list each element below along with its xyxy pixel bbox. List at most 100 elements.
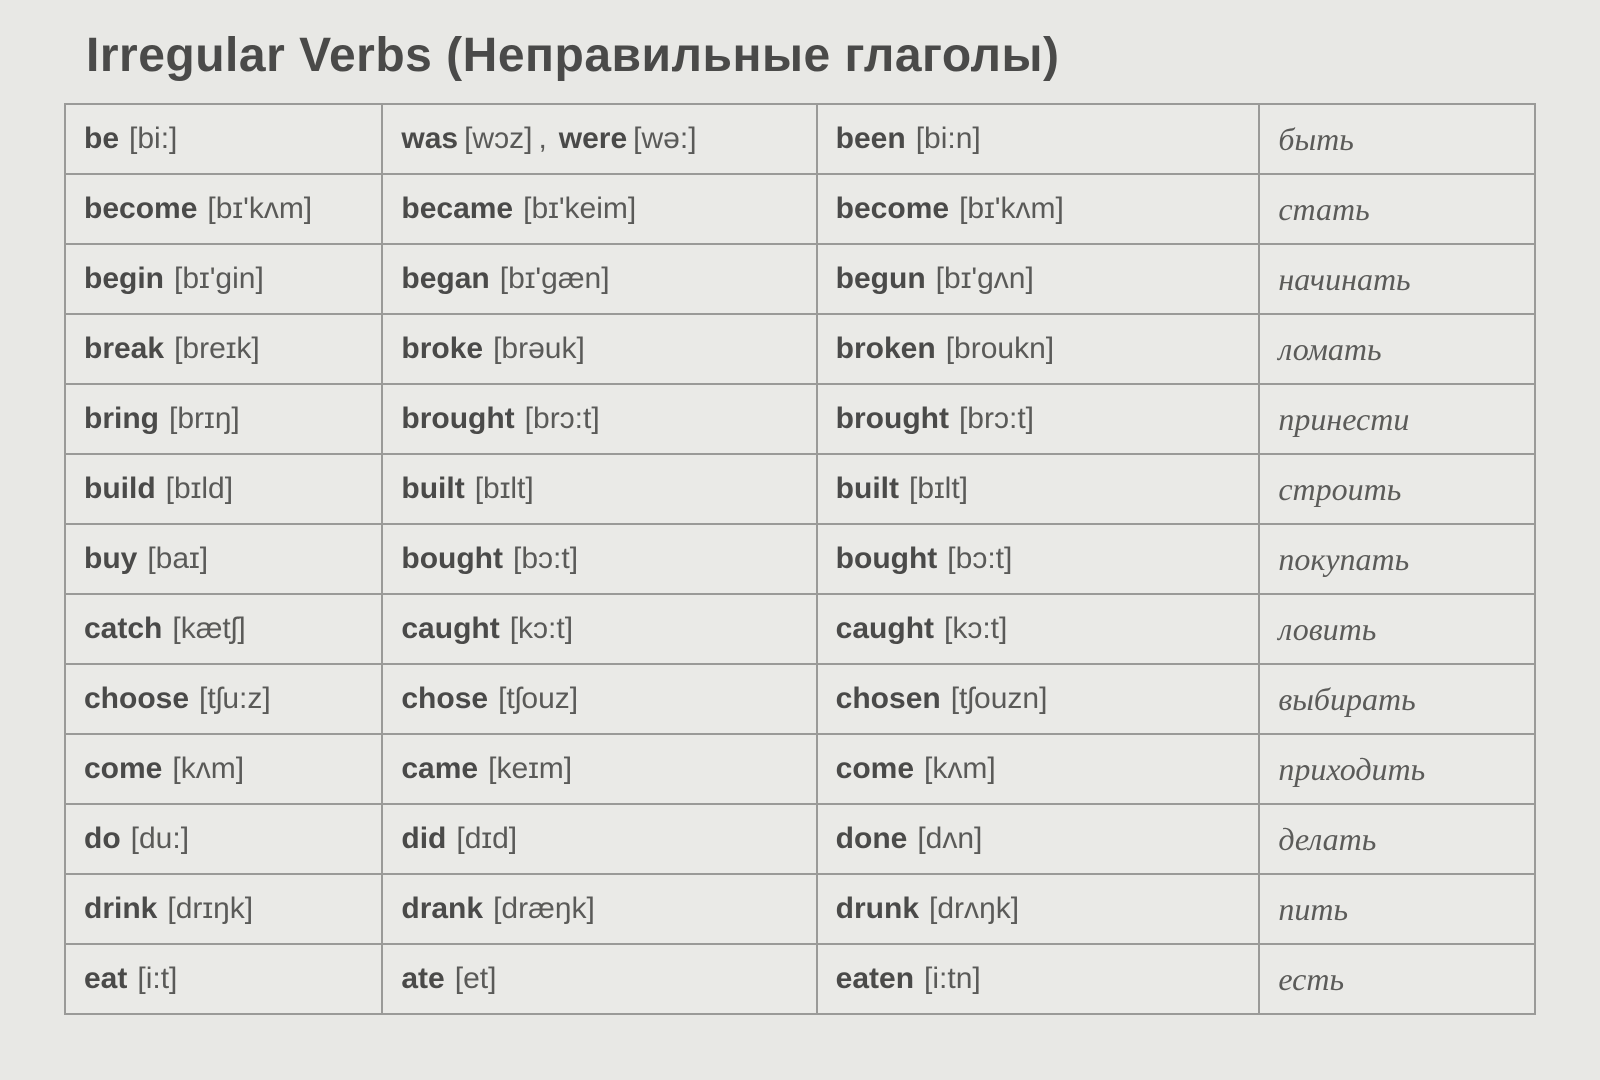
pp-word: eaten bbox=[836, 962, 914, 996]
table-row: come[kʌm] came[keɪm] come[kʌm] приходить bbox=[65, 734, 1535, 804]
cell-translation: покупать bbox=[1259, 524, 1535, 594]
table-row: buy[baɪ] bought[bɔ:t] bought[bɔ:t] покуп… bbox=[65, 524, 1535, 594]
cell-base: become[bɪ'kʌm] bbox=[65, 174, 382, 244]
cell-translation: выбирать bbox=[1259, 664, 1535, 734]
base-word: break bbox=[84, 332, 164, 366]
past-word: caught bbox=[401, 612, 499, 646]
translation: быть bbox=[1278, 121, 1353, 157]
pp-word: built bbox=[836, 472, 899, 506]
base-word: begin bbox=[84, 262, 164, 296]
base-ipa: [baɪ] bbox=[147, 542, 208, 576]
cell-base: drink[drɪŋk] bbox=[65, 874, 382, 944]
page-title: Irregular Verbs (Неправильные глаголы) bbox=[86, 28, 1536, 83]
past-ipa: [wɔz] bbox=[464, 122, 532, 156]
translation: приходить bbox=[1278, 751, 1425, 787]
cell-base: eat [i:t] bbox=[65, 944, 382, 1014]
pp-ipa: [bɪlt] bbox=[909, 472, 968, 506]
table-row: choose [tʃu:z] chose[tʃouz] chosen[tʃouzn… bbox=[65, 664, 1535, 734]
base-ipa: [kʌm] bbox=[172, 752, 244, 786]
past-ipa: [dræŋk] bbox=[493, 892, 595, 926]
cell-past: came [keɪm] bbox=[382, 734, 816, 804]
translation: покупать bbox=[1278, 541, 1409, 577]
table-row: begin[bɪ'gin] began[bɪ'gæn] begun[bɪ'gʌn… bbox=[65, 244, 1535, 314]
translation: строить bbox=[1278, 471, 1401, 507]
cell-base: do[du:] bbox=[65, 804, 382, 874]
past-ipa: [bɪ'gæn] bbox=[500, 262, 610, 296]
cell-translation: стать bbox=[1259, 174, 1535, 244]
table-row: drink[drɪŋk] drank[dræŋk] drunk[drʌŋk] п… bbox=[65, 874, 1535, 944]
cell-base: be [bi:] bbox=[65, 104, 382, 174]
table-row: bring[brɪŋ] brought[brɔ:t] brought[brɔ:t… bbox=[65, 384, 1535, 454]
pp-word: been bbox=[836, 122, 906, 156]
translation: начинать bbox=[1278, 261, 1410, 297]
past-ipa-2: [wə:] bbox=[633, 122, 696, 156]
past-word: came bbox=[401, 752, 478, 786]
cell-past: ate[et] bbox=[382, 944, 816, 1014]
base-ipa: [i:t] bbox=[137, 962, 177, 996]
cell-base: buy[baɪ] bbox=[65, 524, 382, 594]
base-word: bring bbox=[84, 402, 159, 436]
pp-ipa: [bi:n] bbox=[916, 122, 981, 156]
base-ipa: [bi:] bbox=[129, 122, 177, 156]
cell-participle: chosen[tʃouzn] bbox=[817, 664, 1260, 734]
pp-ipa: [bɔ:t] bbox=[947, 542, 1012, 576]
past-ipa: [kɔ:t] bbox=[510, 612, 573, 646]
cell-past: built[bɪlt] bbox=[382, 454, 816, 524]
pp-word: chosen bbox=[836, 682, 941, 716]
translation: стать bbox=[1278, 191, 1369, 227]
pp-ipa: [broukn] bbox=[946, 332, 1054, 366]
pp-word: come bbox=[836, 752, 914, 786]
cell-base: come[kʌm] bbox=[65, 734, 382, 804]
irregular-verbs-table: be [bi:] was [wɔz] , were [wə:] been bbox=[64, 103, 1536, 1015]
cell-translation: ломать bbox=[1259, 314, 1535, 384]
pp-ipa: [brɔ:t] bbox=[959, 402, 1034, 436]
base-word: catch bbox=[84, 612, 162, 646]
past-word: became bbox=[401, 192, 513, 226]
pp-ipa: [kɔ:t] bbox=[944, 612, 1007, 646]
translation: делать bbox=[1278, 821, 1376, 857]
base-ipa: [tʃu:z] bbox=[199, 682, 271, 716]
pp-word: broken bbox=[836, 332, 936, 366]
past-word: began bbox=[401, 262, 489, 296]
cell-past: drank[dræŋk] bbox=[382, 874, 816, 944]
past-ipa: [brɔ:t] bbox=[525, 402, 600, 436]
pp-word: begun bbox=[836, 262, 926, 296]
table-body: be [bi:] was [wɔz] , were [wə:] been bbox=[65, 104, 1535, 1014]
cell-past: did[dɪd] bbox=[382, 804, 816, 874]
table-row: build[bɪld] built[bɪlt] built[bɪlt] стро… bbox=[65, 454, 1535, 524]
cell-past: chose[tʃouz] bbox=[382, 664, 816, 734]
pp-word: brought bbox=[836, 402, 949, 436]
table-row: catch[kætʃ] caught[kɔ:t] caught[kɔ:t] ло… bbox=[65, 594, 1535, 664]
cell-participle: done[dʌn] bbox=[817, 804, 1260, 874]
base-ipa: [bɪld] bbox=[166, 472, 233, 506]
past-ipa: [keɪm] bbox=[488, 752, 572, 786]
cell-past: broke[brəuk] bbox=[382, 314, 816, 384]
cell-participle: drunk[drʌŋk] bbox=[817, 874, 1260, 944]
cell-participle: caught[kɔ:t] bbox=[817, 594, 1260, 664]
cell-base: catch[kætʃ] bbox=[65, 594, 382, 664]
table-row: break[breɪk] broke[brəuk] broken [broukn]… bbox=[65, 314, 1535, 384]
cell-past: was [wɔz] , were [wə:] bbox=[382, 104, 816, 174]
past-word: did bbox=[401, 822, 446, 856]
base-word: become bbox=[84, 192, 197, 226]
cell-participle: eaten[i:tn] bbox=[817, 944, 1260, 1014]
past-word: chose bbox=[401, 682, 488, 716]
base-word: be bbox=[84, 122, 119, 156]
pp-word: done bbox=[836, 822, 908, 856]
translation: принести bbox=[1278, 401, 1409, 437]
base-word: eat bbox=[84, 962, 127, 996]
base-word: choose bbox=[84, 682, 189, 716]
base-ipa: [brɪŋ] bbox=[169, 402, 240, 436]
past-ipa: [brəuk] bbox=[493, 332, 585, 366]
past-ipa: [bɔ:t] bbox=[513, 542, 578, 576]
cell-participle: broken [broukn] bbox=[817, 314, 1260, 384]
cell-past: caught [kɔ:t] bbox=[382, 594, 816, 664]
cell-translation: начинать bbox=[1259, 244, 1535, 314]
pp-ipa: [drʌŋk] bbox=[929, 892, 1019, 926]
cell-past: began [bɪ'gæn] bbox=[382, 244, 816, 314]
cell-past: bought[bɔ:t] bbox=[382, 524, 816, 594]
base-ipa: [drɪŋk] bbox=[167, 892, 253, 926]
cell-past: became[bɪ'keim] bbox=[382, 174, 816, 244]
cell-base: break[breɪk] bbox=[65, 314, 382, 384]
cell-base: build[bɪld] bbox=[65, 454, 382, 524]
